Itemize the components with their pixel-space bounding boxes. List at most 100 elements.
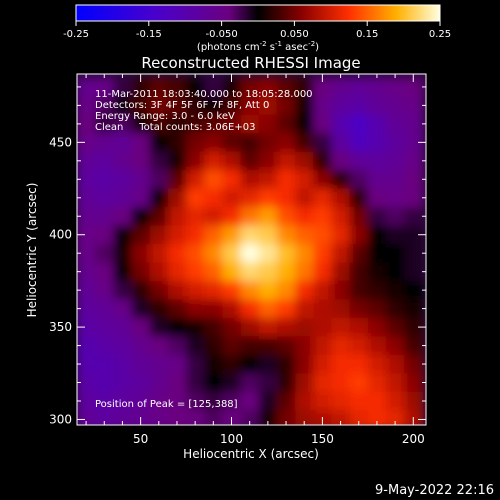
heatmap-cell xyxy=(276,151,297,172)
heatmap-cell xyxy=(404,373,424,393)
heatmap-cell xyxy=(131,280,151,301)
heatmap-cell xyxy=(258,354,278,375)
heatmap-cell xyxy=(276,133,297,153)
heatmap-cell xyxy=(113,188,133,208)
heatmap-cell xyxy=(95,299,115,319)
heatmap-cell xyxy=(240,96,260,116)
heatmap-cell xyxy=(131,225,151,245)
heatmap-cell xyxy=(95,225,115,245)
heatmap-cell xyxy=(349,262,369,282)
heatmap-cell xyxy=(204,188,224,208)
heatmap-cell xyxy=(331,317,351,338)
heatmap-cell xyxy=(404,354,424,375)
heatmap-cell xyxy=(113,317,133,338)
heatmap-cell xyxy=(349,225,369,245)
heatmap-cell xyxy=(386,77,406,98)
heatmap-cell xyxy=(258,207,278,227)
heatmap-cell xyxy=(131,151,151,172)
heatmap-cell xyxy=(186,299,206,319)
annotation-method: Clean Total counts: 3.06E+03 xyxy=(95,122,255,133)
heatmap-cell xyxy=(404,133,424,153)
heatmap-cell xyxy=(186,391,206,412)
heatmap-cell xyxy=(240,373,260,393)
heatmap-cell xyxy=(204,151,224,172)
heatmap-cell xyxy=(131,96,151,116)
heatmap-cell xyxy=(295,317,315,338)
heatmap-cell xyxy=(222,336,242,356)
colorbar-tick-label: -0.25 xyxy=(63,29,89,40)
chart-title: Reconstructed RHESSI Image xyxy=(141,54,360,72)
heatmap-cell xyxy=(386,170,406,190)
heatmap-cell xyxy=(167,207,188,227)
heatmap-cell xyxy=(258,170,278,190)
heatmap-cell xyxy=(167,225,188,245)
y-tick-label: 350 xyxy=(49,320,72,334)
heatmap-cell xyxy=(258,188,278,208)
colorbar-ticks: -0.25 -0.15 -0.050 0.050 0.15 0.25 xyxy=(63,21,451,40)
heatmap-cell xyxy=(167,133,188,153)
heatmap-cell xyxy=(349,151,369,172)
heatmap-cell xyxy=(349,170,369,190)
heatmap-cell xyxy=(331,225,351,245)
heatmap-cell xyxy=(240,207,260,227)
annotation-detectors: Detectors: 3F 4F 5F 6F 7F 8F, Att 0 xyxy=(95,100,269,111)
heatmap-cell xyxy=(113,336,133,356)
heatmap-cell xyxy=(367,391,387,412)
heatmap-cell xyxy=(240,410,260,425)
heatmap-cell xyxy=(404,299,424,319)
heatmap-cell xyxy=(167,77,188,98)
heatmap-cell xyxy=(295,262,315,282)
heatmap-cell xyxy=(276,114,297,135)
heatmap-cell xyxy=(204,336,224,356)
heatmap-cell xyxy=(313,373,333,393)
heatmap-cell xyxy=(258,151,278,172)
footer-timestamp: 9-May-2022 22:16 xyxy=(375,483,494,498)
heatmap-cell xyxy=(204,262,224,282)
heatmap-cell xyxy=(240,188,260,208)
heatmap-cell xyxy=(131,299,151,319)
heatmap-cell xyxy=(77,114,97,135)
heatmap-cell xyxy=(113,391,133,412)
heatmap-cell xyxy=(186,151,206,172)
heatmap-cell xyxy=(186,262,206,282)
heatmap-cell xyxy=(113,114,133,135)
heatmap-cell xyxy=(167,188,188,208)
heatmap-cell xyxy=(149,244,169,264)
heatmap-cell xyxy=(386,207,406,227)
heatmap-cell xyxy=(77,96,97,116)
heatmap-cell xyxy=(95,391,115,412)
heatmap-cell xyxy=(313,244,333,264)
heatmap-cell xyxy=(204,299,224,319)
heatmap-cell xyxy=(295,225,315,245)
heatmap-cell xyxy=(331,244,351,264)
heatmap-cell xyxy=(295,133,315,153)
heatmap-cell xyxy=(331,391,351,412)
heatmap-cell xyxy=(167,410,188,425)
heatmap-cell xyxy=(386,280,406,301)
heatmap-cell xyxy=(349,299,369,319)
heatmap-cell xyxy=(349,188,369,208)
x-tick-label: 200 xyxy=(402,432,425,446)
heatmap-cell xyxy=(276,244,297,264)
heatmap-cell xyxy=(240,354,260,375)
heatmap-cell xyxy=(349,391,369,412)
heatmap-cell xyxy=(367,114,387,135)
plot-frame xyxy=(76,73,427,426)
heatmap-cell xyxy=(386,225,406,245)
heatmap-cell xyxy=(222,280,242,301)
heatmap-cell xyxy=(404,188,424,208)
heatmap-cell xyxy=(258,225,278,245)
heatmap-cell xyxy=(367,262,387,282)
x-tick-label: 150 xyxy=(311,432,334,446)
heatmap-cell xyxy=(276,170,297,190)
heatmap-cell xyxy=(95,317,115,338)
heatmap-cell xyxy=(186,77,206,98)
heatmap-cell xyxy=(149,133,169,153)
heatmap-cell xyxy=(113,280,133,301)
heatmap-cell xyxy=(149,391,169,412)
heatmap-cell xyxy=(404,170,424,190)
heatmap-cell xyxy=(77,151,97,172)
heatmap-cell xyxy=(313,170,333,190)
heatmap-cell xyxy=(386,373,406,393)
